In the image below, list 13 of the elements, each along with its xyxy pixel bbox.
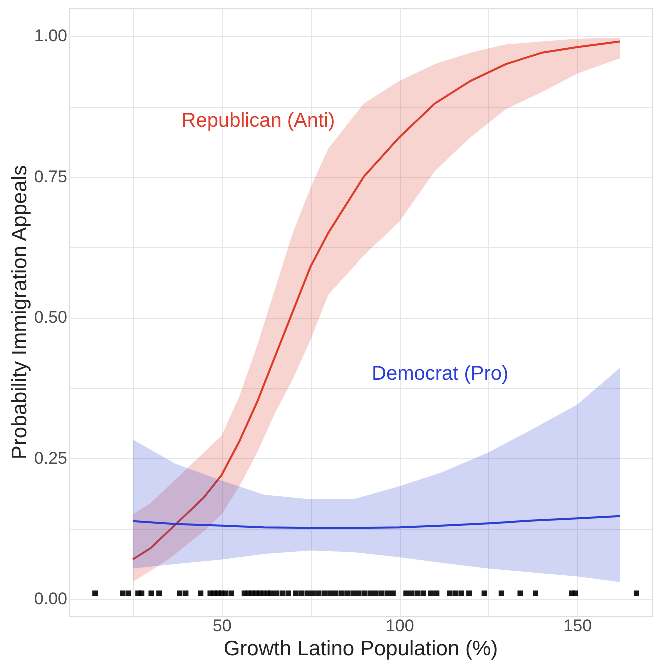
y-tick-label: 0.75: [34, 167, 68, 186]
text: Democrat (Pro): [372, 363, 509, 386]
y-tick-label: 0.50: [34, 308, 68, 328]
y-tick-label: 0.25: [34, 448, 68, 468]
text: Republican (Anti): [182, 110, 336, 132]
x-tick-label: 100: [386, 616, 414, 636]
x-tick-label: 50: [212, 616, 232, 636]
y-tick-label: 1.00: [34, 26, 68, 46]
y-tick-label: 0.00: [34, 590, 68, 609]
x-tick-label: 150: [564, 616, 592, 636]
line-series: [132, 515, 622, 530]
y-axis-title: Probability Immigration Appeals: [8, 165, 32, 460]
x-axis-title: Growth Latino Population (%): [224, 638, 498, 660]
